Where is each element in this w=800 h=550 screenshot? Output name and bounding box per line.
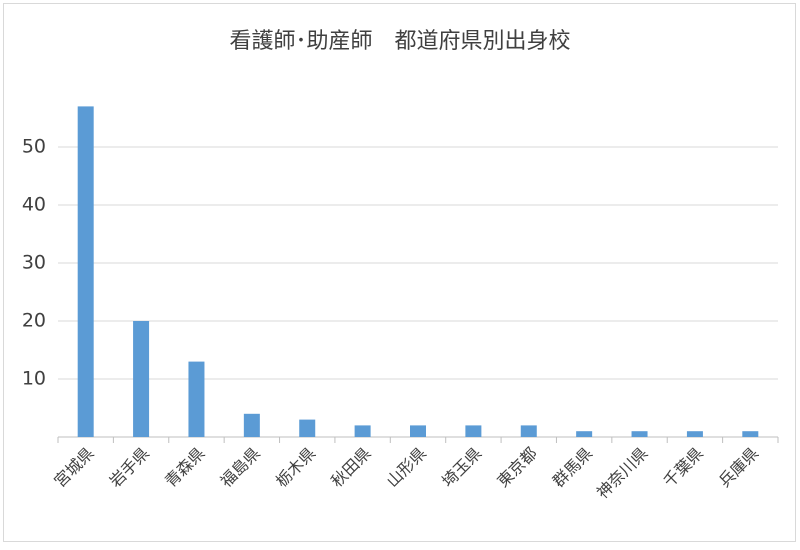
chart-title: 看護師･助産師 都道府県別出身校 xyxy=(229,29,570,54)
bar xyxy=(631,431,648,437)
bar xyxy=(686,431,703,437)
y-tick-label: 10 xyxy=(22,368,46,390)
bar xyxy=(576,431,593,437)
y-tick-label: 20 xyxy=(22,310,46,332)
bar xyxy=(465,425,482,437)
bar xyxy=(133,321,150,437)
bar xyxy=(77,106,94,438)
y-tick-label: 30 xyxy=(22,252,46,274)
bar xyxy=(243,413,260,437)
y-tick-label: 40 xyxy=(22,194,46,216)
bar xyxy=(354,425,371,437)
bar xyxy=(188,361,205,437)
bar xyxy=(742,431,759,437)
chart-border xyxy=(3,3,796,542)
y-tick-label: 50 xyxy=(22,136,46,158)
bar xyxy=(520,425,537,437)
bar xyxy=(299,419,316,437)
bar xyxy=(410,425,426,437)
